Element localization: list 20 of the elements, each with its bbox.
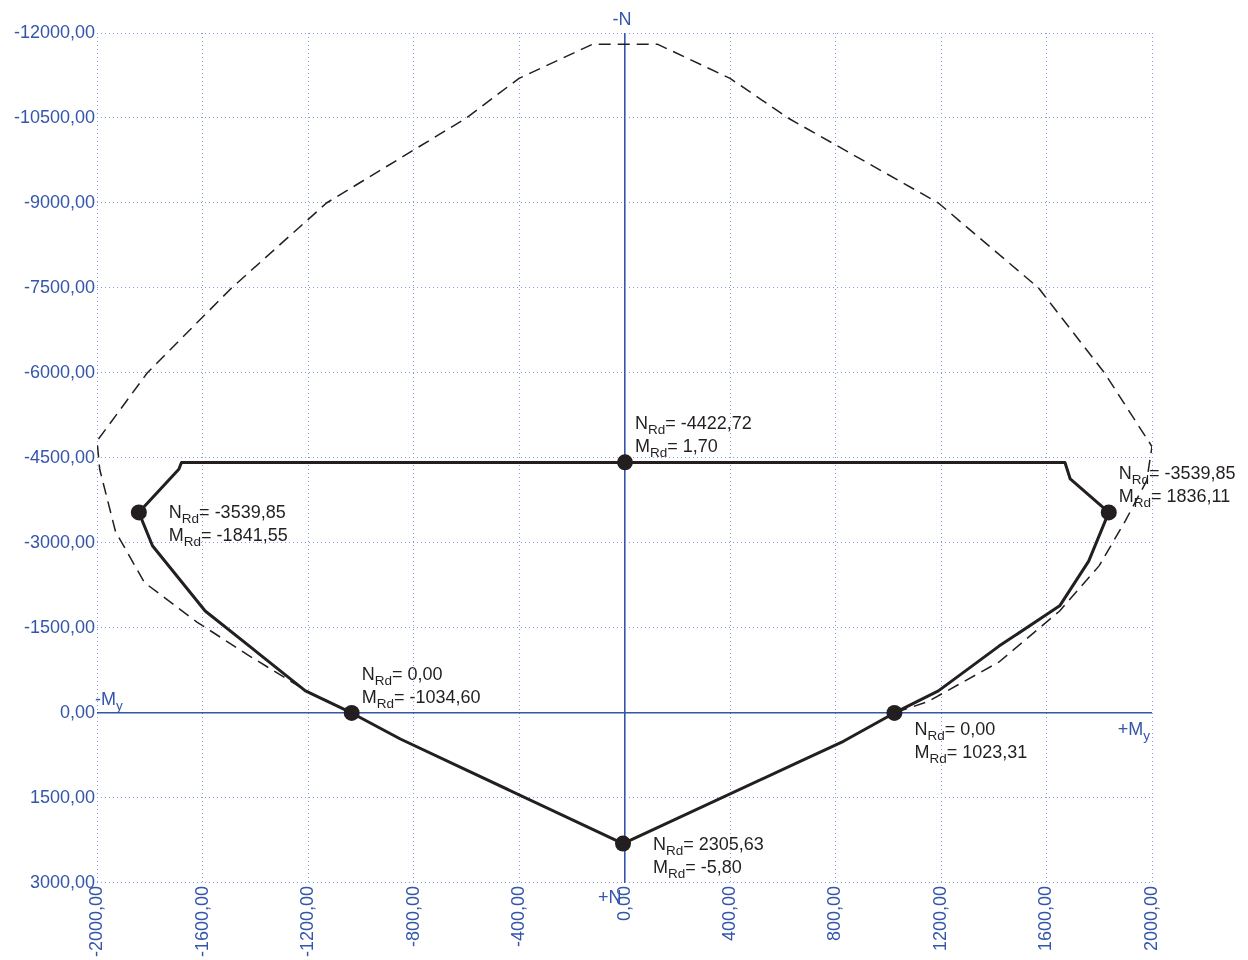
y-tick-label: -4500,00 [24,446,96,467]
x-tick-label: 1200,00 [929,885,950,952]
y-tick-label: 1500,00 [29,786,96,807]
text: -N [612,9,632,29]
x-tick-label: -800,00 [402,885,423,947]
x-tick-label: 800,00 [824,885,845,941]
x-tick-label: 2000,00 [1140,885,1161,952]
y-tick-label: -9000,00 [24,191,96,212]
x-tick-label: -400,00 [508,885,529,947]
x-tick-label: 1600,00 [1035,885,1056,952]
y-tick-label: -7500,00 [24,276,96,297]
y-tick-label: -3000,00 [24,531,96,552]
y-tick-label: 0,00 [60,701,96,722]
x-tick-label: 400,00 [719,885,739,941]
x-tick-label: -1600,00 [191,885,212,957]
y-tick-label: -12000,00 [13,21,96,42]
y-tick-label: -10500,00 [13,106,96,127]
x-tick-label: -1200,00 [297,885,318,957]
y-tick-label: -1500,00 [24,616,96,637]
y-tick-label: -6000,00 [24,361,96,382]
